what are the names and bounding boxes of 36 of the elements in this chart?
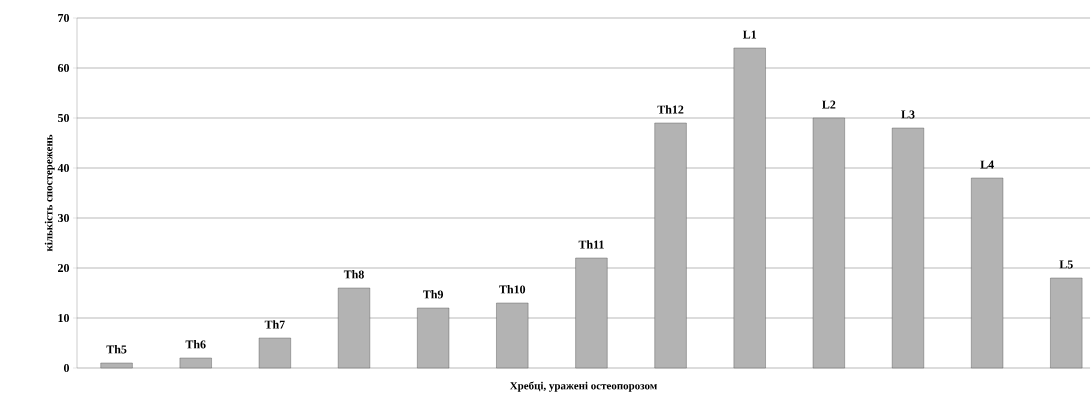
- y-tick-label: 40: [57, 163, 70, 173]
- x-tick-label: Th10: [499, 285, 526, 294]
- y-tick-label: 70: [58, 13, 70, 23]
- y-tick-label: 10: [58, 313, 70, 323]
- bar: [417, 307, 450, 369]
- bar: [496, 302, 529, 369]
- x-tick-label: L3: [901, 110, 915, 119]
- x-tick-label: Th5: [106, 345, 127, 354]
- y-tick-label: 60: [57, 63, 70, 73]
- bar: [812, 117, 845, 369]
- bar: [258, 337, 291, 369]
- y-tick-label: 50: [58, 113, 70, 123]
- x-axis-title: Хребці, уражені остеопорозом: [509, 381, 657, 392]
- bar: [100, 362, 133, 369]
- bar: [1050, 277, 1083, 369]
- bar: [654, 122, 687, 369]
- bar: [971, 177, 1004, 369]
- y-tick-label: 0: [63, 363, 70, 373]
- bar: [179, 357, 212, 369]
- x-tick-label: Th6: [185, 340, 206, 349]
- x-tick-label: Th7: [264, 320, 285, 329]
- x-tick-label: Th11: [578, 240, 604, 249]
- x-tick-label: Th12: [657, 105, 684, 114]
- x-tick-label: L2: [822, 100, 836, 109]
- bar: [733, 47, 766, 369]
- bar: [891, 127, 925, 369]
- x-tick-label: Th9: [423, 290, 444, 299]
- x-tick-label: Th8: [343, 270, 364, 279]
- y-tick-label: 20: [58, 263, 70, 273]
- x-tick-label: L5: [1059, 260, 1073, 269]
- bar: [575, 257, 608, 369]
- y-axis-title: кількість спостережень: [44, 134, 55, 252]
- x-tick-label: L1: [742, 30, 757, 39]
- y-tick-label: 30: [57, 213, 70, 223]
- x-tick-label: L4: [980, 160, 994, 169]
- bar: [337, 287, 371, 369]
